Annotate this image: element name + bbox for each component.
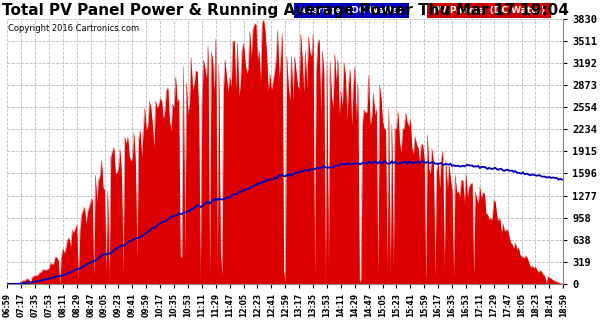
Text: Average  (DC Watts): Average (DC Watts) xyxy=(296,6,406,15)
Text: PV Panels  (DC Watts): PV Panels (DC Watts) xyxy=(430,6,548,15)
Text: Copyright 2016 Cartronics.com: Copyright 2016 Cartronics.com xyxy=(8,24,140,33)
Title: Total PV Panel Power & Running Average Power Thu Mar 17 19:04: Total PV Panel Power & Running Average P… xyxy=(2,3,569,18)
